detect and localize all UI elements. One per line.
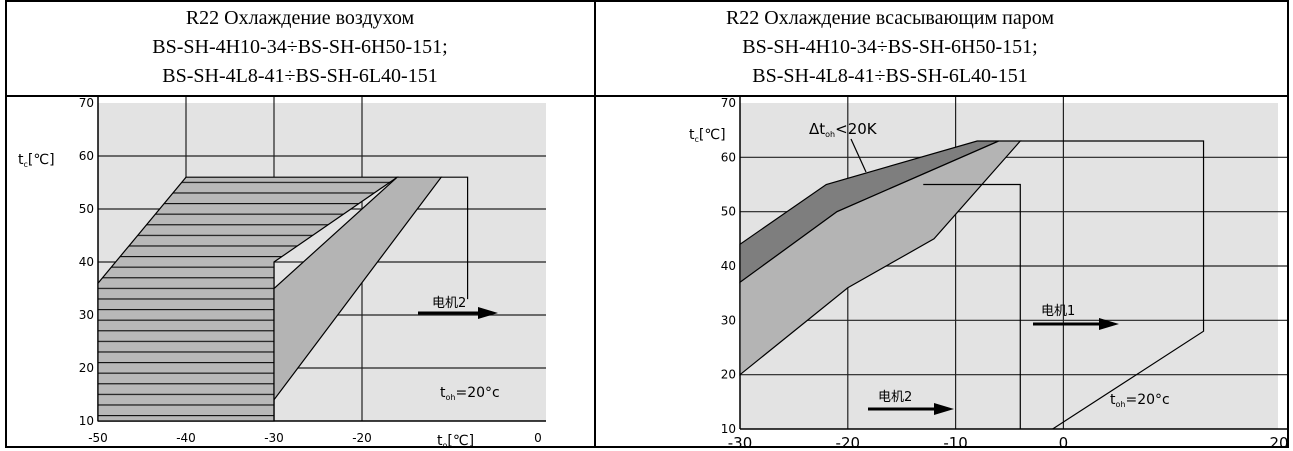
right-x-tick-label: -30	[728, 434, 753, 451]
left-header-models-1: BS-SH-4H10-34÷BS-SH-6H50-151;	[152, 36, 448, 58]
right-dt-label: Δtoh<20K	[809, 120, 878, 139]
right-x-tick-label: 20	[1269, 434, 1288, 451]
left-envelope-line	[441, 176, 469, 300]
right-toh-label: toh=20°c	[1110, 392, 1170, 409]
left-header-models-2: BS-SH-4L8-41÷BS-SH-6L40-151	[162, 65, 438, 87]
table-divider-vertical	[594, 0, 596, 448]
left-y-tick-label: 40	[79, 255, 94, 269]
left-y-tick-label: 30	[79, 308, 94, 322]
right-x-tick-label: 0	[1059, 434, 1069, 451]
right-y-tick-label: 70	[721, 97, 736, 110]
left-y-axis-label: tc[℃]	[18, 152, 55, 169]
left-x-tick-label: -50	[88, 431, 108, 445]
right-y-tick-label: 10	[721, 422, 736, 436]
right-operating-envelope-chart: -30 -20 -10 0 20 10 20 30 40 50 60 70 tc[℃] Δtoh<20…	[689, 97, 1289, 451]
right-y-tick-label: 60	[721, 150, 736, 164]
right-y-tick-label: 50	[721, 205, 736, 219]
left-x-axis-label: to[℃]	[437, 433, 474, 450]
right-x-tick-label: -20	[836, 434, 861, 451]
right-y-axis-label: tc[℃]	[689, 127, 726, 144]
left-motor-label: 电机2	[432, 296, 466, 311]
left-region-shaded	[273, 176, 443, 421]
right-envelope-line	[1020, 140, 1205, 430]
right-y-tick-label: 30	[721, 313, 736, 327]
right-header-models-1: BS-SH-4H10-34÷BS-SH-6H50-151;	[742, 36, 1038, 58]
right-chart-header: R22 Охлаждение всасывающим паром BS-SH-4…	[597, 4, 1183, 91]
left-x-tick-label: 0	[534, 431, 542, 445]
right-y-tick-label: 40	[721, 259, 736, 273]
left-x-tick-label: -20	[352, 431, 372, 445]
table-frame	[5, 0, 1289, 448]
right-y-tick-label: 20	[721, 368, 736, 382]
right-motor2-arrow	[868, 403, 954, 415]
table-divider-horizontal	[5, 95, 1289, 97]
left-y-tick-label: 70	[79, 97, 94, 110]
right-region-light	[739, 140, 1022, 376]
left-toh-label: toh=20°c	[440, 385, 500, 402]
right-envelope-line	[923, 183, 1021, 429]
right-motor1-label: 电机1	[1041, 304, 1075, 319]
right-header-models-2: BS-SH-4L8-41÷BS-SH-6L40-151	[752, 65, 1028, 87]
left-y-tick-label: 20	[79, 361, 94, 375]
left-x-tick-label: -40	[176, 431, 196, 445]
left-chart-header: R22 Охлаждение воздухом BS-SH-4H10-34÷BS…	[7, 4, 593, 91]
left-y-tick-label: 50	[79, 202, 94, 216]
right-x-tick-label: -10	[943, 434, 968, 451]
left-motor-arrow	[418, 307, 498, 319]
left-y-tick-label: 10	[79, 414, 94, 428]
left-header-title: R22 Охлаждение воздухом	[185, 7, 415, 29]
right-motor2-label: 电机2	[878, 390, 912, 405]
right-motor1-arrow	[1033, 318, 1119, 330]
right-header-title: R22 Охлаждение всасывающим паром	[725, 7, 1055, 29]
left-y-tick-label: 60	[79, 149, 94, 163]
left-x-tick-label: -30	[264, 431, 284, 445]
right-dt-pointer	[850, 138, 867, 173]
